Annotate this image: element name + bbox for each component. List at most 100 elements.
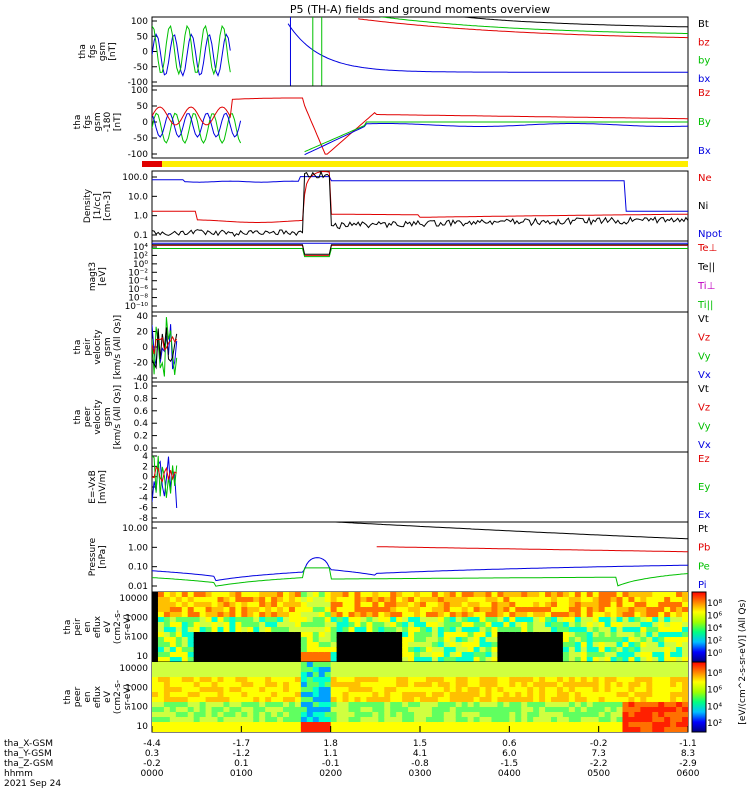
- spectrogram-cell: [277, 712, 284, 718]
- spectrogram-cell: [515, 657, 522, 662]
- spectrogram-cell: [682, 637, 688, 643]
- spectrogram-cell: [294, 707, 302, 713]
- spectrogram-cell: [664, 642, 671, 648]
- spectrogram-cell: [437, 697, 445, 703]
- spectrogram-cell: [431, 667, 439, 673]
- spectrogram-cell: [235, 717, 242, 723]
- spectrogram-cell: [283, 597, 290, 603]
- spectrogram-cell: [425, 697, 433, 703]
- spectrogram-cell: [497, 677, 504, 683]
- spectrogram-cell: [408, 687, 415, 693]
- spectrogram-cell: [211, 607, 219, 613]
- spectrogram-cell: [193, 717, 201, 723]
- spectrogram-cell: [366, 592, 373, 598]
- spectrogram-cell: [479, 607, 487, 613]
- spectrogram-cell: [414, 637, 421, 643]
- spectrogram-cell: [449, 622, 457, 628]
- spectrogram-cell: [443, 642, 451, 648]
- spectrogram-cell: [229, 692, 236, 698]
- spectrogram-cell: [241, 652, 248, 658]
- spectrogram-cell: [539, 637, 546, 643]
- spectrogram-cell: [431, 682, 439, 688]
- spectrogram-cell: [312, 657, 320, 662]
- ephemeris-value: 0.1: [234, 759, 248, 769]
- spectrogram-cell: [580, 602, 588, 608]
- spectrogram-cell: [443, 727, 451, 732]
- spectrogram-cell: [229, 632, 236, 638]
- spectrogram-cell: [509, 672, 516, 678]
- spectrogram-cell: [211, 687, 219, 693]
- spectrogram-cell: [241, 627, 248, 633]
- y-axis-label-line: [mV/m]: [98, 470, 108, 504]
- spectrogram-cell: [515, 622, 522, 628]
- spectrogram-cell: [152, 692, 159, 698]
- spectrogram-cell: [670, 662, 677, 668]
- spectrogram-cell: [503, 602, 510, 608]
- spectrogram-cell: [682, 687, 688, 693]
- spectrogram-cell: [229, 677, 236, 683]
- spectrogram-cell: [259, 727, 266, 732]
- spectrogram-cell: [360, 602, 367, 608]
- spectrogram-cell: [324, 612, 332, 618]
- y-tick-label: -6: [139, 504, 148, 514]
- spectrogram-cell: [152, 607, 159, 613]
- spectrogram-cell: [330, 632, 338, 638]
- spectrogram-cell: [670, 692, 677, 698]
- spectrogram-cell: [354, 717, 362, 723]
- spectrogram-cell: [175, 612, 183, 618]
- legend-entry: Te⊥: [697, 243, 717, 254]
- spectrogram-cell: [556, 692, 564, 698]
- spectrogram-cell: [336, 607, 344, 613]
- spectrogram-cell: [265, 712, 272, 718]
- spectrogram-cell: [390, 652, 397, 658]
- spectrogram-cell: [574, 702, 582, 708]
- spectrogram-cell: [157, 722, 165, 728]
- spectrogram-cell: [562, 707, 570, 713]
- spectrogram-cell: [676, 612, 683, 618]
- spectrogram-cell: [306, 642, 314, 648]
- spectrogram-cell: [175, 657, 183, 662]
- spectrogram-cell: [163, 612, 171, 618]
- spectrogram-cell: [152, 717, 159, 723]
- spectrogram-cell: [312, 722, 320, 728]
- spectrogram-cell: [664, 677, 671, 683]
- spectrogram-cell: [515, 692, 522, 698]
- colorbar-tick: 10⁴: [707, 624, 722, 634]
- spectrogram-cell: [271, 692, 278, 698]
- spectrogram-cell: [467, 607, 475, 613]
- spectrogram-cell: [562, 717, 570, 723]
- spectrogram-cell: [455, 597, 463, 603]
- spectrogram-cell: [509, 642, 516, 648]
- spectrogram-cell: [402, 627, 409, 633]
- spectrogram-cell: [294, 607, 302, 613]
- spectrogram-cell: [235, 687, 242, 693]
- legend-entry: By: [698, 117, 711, 128]
- spectrogram-cell: [556, 712, 564, 718]
- spectrogram-cell: [449, 612, 457, 618]
- spectrogram-cell: [425, 637, 433, 643]
- spectrogram-cell: [366, 677, 373, 683]
- spectrogram-cell: [378, 657, 385, 662]
- spectrogram-cell: [217, 667, 225, 673]
- spectrogram-cell: [223, 727, 231, 732]
- spectrogram-cell: [199, 617, 207, 623]
- spectrogram-cell: [199, 627, 207, 633]
- spectrogram-cell: [443, 622, 451, 628]
- spectrogram-cell: [217, 597, 225, 603]
- spectrogram-cell: [551, 677, 558, 683]
- spectrogram-cell: [425, 632, 433, 638]
- spectrogram-cell: [574, 617, 582, 623]
- spectrogram-cell: [574, 647, 582, 653]
- spectrogram-cell: [152, 707, 159, 713]
- spectrogram-cell: [640, 717, 647, 723]
- spectrogram-cell: [402, 667, 409, 673]
- spectrogram-cell: [646, 642, 653, 648]
- spectrogram-cell: [551, 717, 558, 723]
- spectrogram-cell: [425, 647, 433, 653]
- spectrogram-cell: [521, 657, 528, 662]
- spectrogram-cell: [652, 592, 659, 598]
- spectrogram-cell: [300, 592, 308, 598]
- spectrogram-cell: [658, 712, 665, 718]
- spectrogram-cell: [217, 687, 225, 693]
- y-axis-label-line: peir: [83, 338, 93, 356]
